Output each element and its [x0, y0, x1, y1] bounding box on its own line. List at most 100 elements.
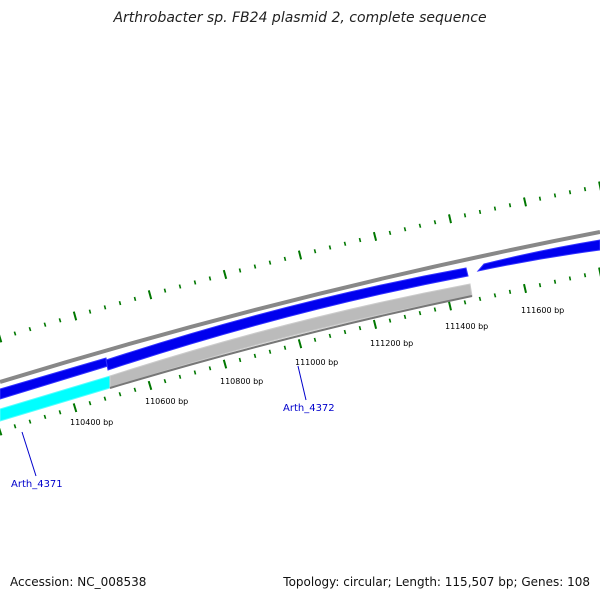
outer-ring-minor-tick — [163, 288, 167, 293]
outer-ring-minor-tick — [208, 276, 212, 281]
gene-label-arth-4371[interactable]: Arth_4371 — [11, 479, 63, 490]
inner-ring-minor-tick — [283, 345, 287, 350]
inner-ring-major-tick — [0, 427, 3, 436]
outer-ring-minor-tick — [433, 220, 437, 225]
inner-ring-minor-tick — [118, 392, 122, 397]
accession-text: Accession: NC_008538 — [10, 575, 147, 589]
tick-label-110800: 110800 bp — [220, 377, 263, 386]
outer-ring-major-tick — [523, 197, 527, 207]
outer-ring-minor-tick — [13, 331, 17, 336]
outer-ring-major-tick — [72, 311, 78, 321]
inner-ring-minor-tick — [43, 414, 47, 420]
outer-ring-minor-tick — [28, 326, 32, 332]
inner-ring-minor-tick — [583, 273, 587, 278]
gene-forward-next[interactable] — [476, 239, 600, 272]
outer-ring-major-tick — [222, 269, 228, 280]
inner-ring-minor-tick — [478, 296, 482, 301]
map-title: Arthrobacter sp. FB24 plasmid 2, complet… — [113, 10, 487, 26]
outer-ring-minor-tick — [178, 284, 182, 289]
inner-ring-minor-tick — [418, 311, 422, 316]
inner-ring-minor-tick — [58, 410, 62, 415]
outer-ring-minor-tick — [328, 245, 332, 250]
gene-reverse-arth-4372[interactable] — [109, 283, 473, 389]
inner-ring-major-tick — [523, 283, 527, 294]
outer-ring-major-tick — [448, 214, 452, 224]
outer-ring-minor-tick — [388, 230, 392, 235]
outer-ring-minor-tick — [238, 268, 242, 273]
outer-ring-minor-tick — [313, 249, 317, 254]
gene-label-arth-4372[interactable]: Arth_4372 — [283, 403, 335, 414]
outer-ring-major-tick — [598, 181, 600, 191]
gene-forward-arth-4371-region[interactable] — [0, 357, 109, 400]
inner-ring-minor-tick — [493, 293, 497, 298]
gene-forward-arth-4372-region[interactable] — [105, 267, 469, 371]
inner-ring-minor-tick — [103, 396, 107, 401]
tick-label-111000: 111000 bp — [295, 358, 338, 367]
outer-ring-minor-tick — [343, 241, 347, 246]
outer-ring-minor-tick — [478, 209, 482, 215]
outer-ring-minor-tick — [58, 318, 62, 323]
outer-ring-minor-tick — [463, 213, 467, 218]
outer-ring-minor-tick — [43, 322, 47, 327]
outer-ring-minor-tick — [493, 206, 497, 211]
inner-ring-minor-tick — [163, 378, 167, 384]
outer-ring-minor-tick — [133, 296, 137, 302]
outer-ring-minor-tick — [118, 300, 122, 306]
gene-reverse-arth-4371[interactable] — [0, 375, 111, 422]
tick-label-110600: 110600 bp — [145, 397, 188, 406]
leader-line-arth-4371 — [21, 431, 37, 477]
inner-ring-minor-tick — [253, 353, 257, 358]
outer-ring-major-tick — [372, 231, 378, 242]
inner-ring-minor-tick — [88, 401, 92, 406]
inner-ring-minor-tick — [328, 333, 332, 338]
outer-ring-minor-tick — [358, 237, 362, 243]
leader-line-arth-4372 — [297, 365, 307, 401]
inner-ring-minor-tick — [193, 370, 197, 375]
inner-ring-minor-tick — [568, 276, 572, 281]
inner-ring-major-tick — [297, 339, 303, 349]
outer-ring-minor-tick — [508, 203, 512, 208]
inner-ring-minor-tick — [343, 329, 347, 335]
inner-ring-minor-tick — [388, 318, 392, 323]
inner-ring-minor-tick — [433, 307, 437, 312]
inner-ring-minor-tick — [358, 326, 362, 331]
inner-ring-major-tick — [598, 267, 600, 277]
sequence-summary: Topology: circular; Length: 115,507 bp; … — [283, 575, 590, 589]
backbone-outer — [0, 230, 600, 384]
inner-ring-minor-tick — [553, 279, 557, 284]
outer-ring-minor-tick — [88, 309, 92, 314]
inner-ring-minor-tick — [208, 366, 212, 371]
outer-ring-minor-tick — [253, 264, 257, 269]
inner-ring-major-tick — [448, 301, 452, 311]
inner-ring-major-tick — [72, 403, 78, 413]
inner-ring-major-tick — [147, 380, 153, 391]
outer-ring-minor-tick — [193, 280, 197, 285]
outer-ring-major-tick — [0, 334, 3, 343]
inner-ring-minor-tick — [28, 419, 32, 424]
inner-tick-ring — [0, 267, 600, 436]
outer-ring-major-tick — [297, 250, 303, 260]
tick-label-111200: 111200 bp — [370, 339, 413, 348]
outer-ring-minor-tick — [418, 223, 422, 228]
tick-label-111400: 111400 bp — [445, 322, 488, 331]
outer-ring-minor-tick — [268, 260, 272, 265]
outer-ring-minor-tick — [403, 227, 407, 232]
inner-ring-minor-tick — [133, 387, 137, 392]
inner-ring-minor-tick — [178, 374, 182, 379]
inner-ring-minor-tick — [403, 314, 407, 319]
outer-ring-minor-tick — [283, 256, 287, 261]
outer-ring-minor-tick — [538, 196, 542, 201]
inner-ring-major-tick — [372, 319, 378, 329]
outer-ring-minor-tick — [583, 187, 587, 192]
inner-ring-minor-tick — [268, 349, 272, 354]
inner-ring-minor-tick — [238, 357, 242, 363]
outer-ring-minor-tick — [568, 190, 572, 195]
tick-label-110400: 110400 bp — [70, 418, 113, 427]
inner-ring-minor-tick — [463, 300, 467, 305]
inner-ring-minor-tick — [13, 424, 17, 429]
outer-ring-major-tick — [147, 290, 153, 300]
outer-tick-ring — [0, 181, 600, 343]
outer-ring-minor-tick — [103, 305, 107, 310]
backbone-inner — [109, 295, 473, 389]
